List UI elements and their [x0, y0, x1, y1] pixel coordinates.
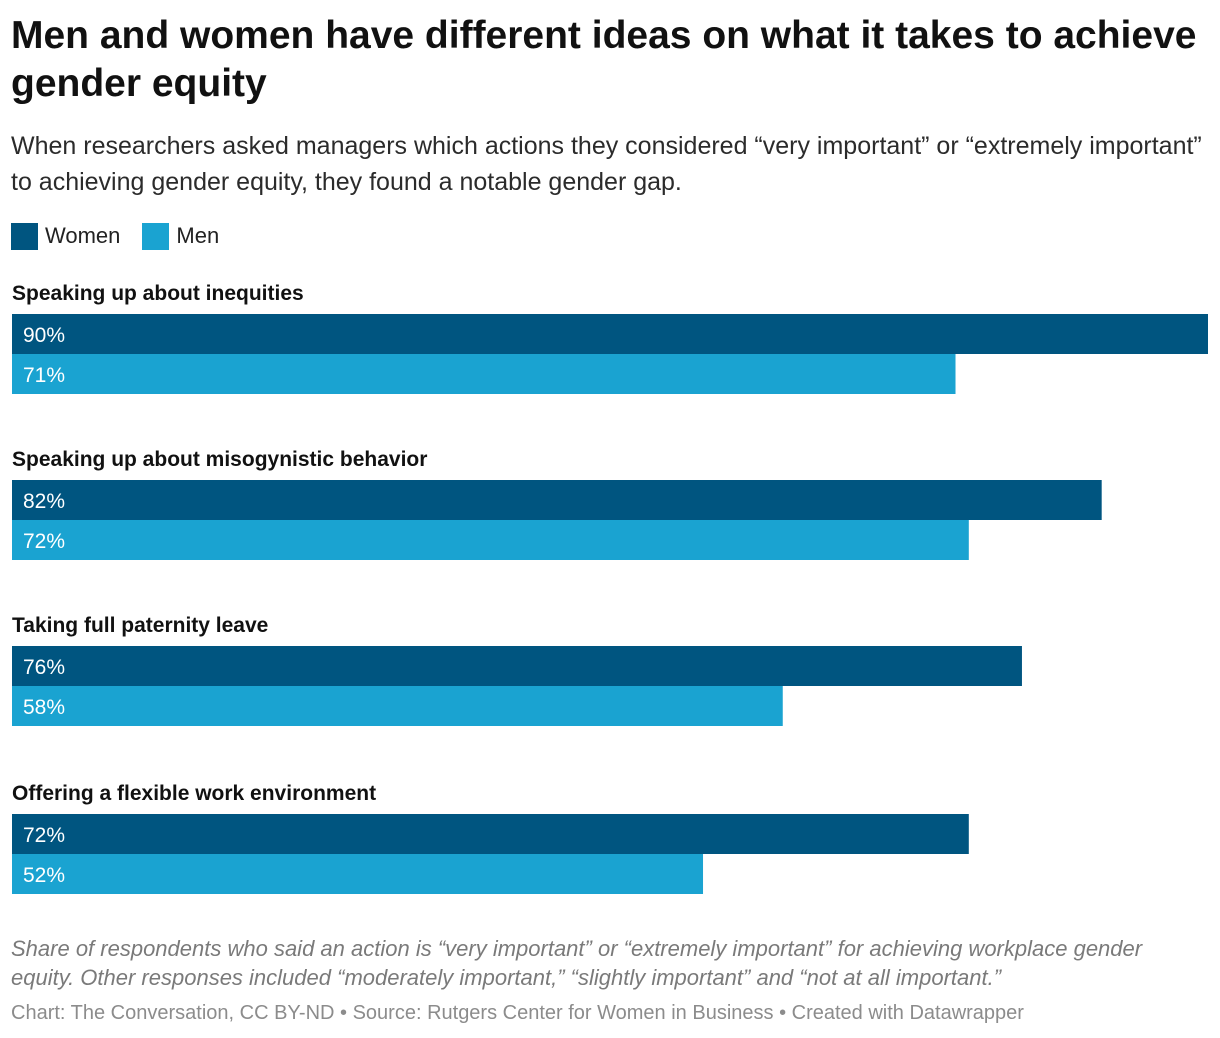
bar-chart: Speaking up about inequities 90% 71% Speaki… — [12, 282, 1208, 894]
bar-women-speaking-up-about-misogynistic-behavior — [12, 480, 1102, 520]
bar-men-taking-full-paternity-leave — [12, 686, 783, 726]
category-label-speaking-up-about-inequities: Speaking up about inequities — [12, 282, 304, 305]
legend-item-women: Women — [11, 222, 121, 250]
bar-men-offering-a-flexible-work-environment — [12, 854, 704, 894]
value-label-women-taking-full-paternity-leave: 76% — [23, 656, 65, 679]
chart-notes: Share of respondents who said an action … — [11, 936, 1143, 990]
bar-men-speaking-up-about-misogynistic-behavior — [12, 520, 969, 560]
value-label-men-taking-full-paternity-leave: 58% — [23, 696, 65, 719]
legend-swatch-men — [142, 222, 170, 250]
legend: Women Men — [11, 222, 241, 250]
legend-item-men: Men — [142, 222, 220, 250]
legend-swatch-women — [11, 222, 38, 250]
bar-women-taking-full-paternity-leave — [12, 646, 1022, 686]
value-label-men-speaking-up-about-misogynistic-behavior: 72% — [23, 530, 65, 553]
chart-footer: Chart: The Conversation, CC BY-ND • Sour… — [11, 1002, 1024, 1024]
legend-label-men: Men — [176, 223, 220, 248]
category-label-offering-a-flexible-work-environment: Offering a flexible work environment — [12, 782, 376, 805]
bar-men-speaking-up-about-inequities — [12, 354, 956, 394]
value-label-women-offering-a-flexible-work-environment: 72% — [23, 824, 65, 847]
bar-women-offering-a-flexible-work-environment — [12, 814, 969, 854]
category-label-speaking-up-about-misogynistic-behavior: Speaking up about misogynistic behavior — [12, 448, 427, 471]
bar-women-speaking-up-about-inequities — [12, 314, 1208, 354]
value-label-women-speaking-up-about-inequities: 90% — [23, 324, 65, 347]
value-label-men-offering-a-flexible-work-environment: 52% — [23, 864, 65, 887]
value-label-men-speaking-up-about-inequities: 71% — [23, 364, 65, 387]
chart-title: Men and women have different ideas on wh… — [11, 14, 1197, 105]
legend-label-women: Women — [45, 223, 121, 248]
chart-subtitle: When researchers asked managers which ac… — [11, 132, 1202, 196]
category-label-taking-full-paternity-leave: Taking full paternity leave — [12, 614, 268, 637]
value-label-women-speaking-up-about-misogynistic-behavior: 82% — [23, 490, 65, 513]
